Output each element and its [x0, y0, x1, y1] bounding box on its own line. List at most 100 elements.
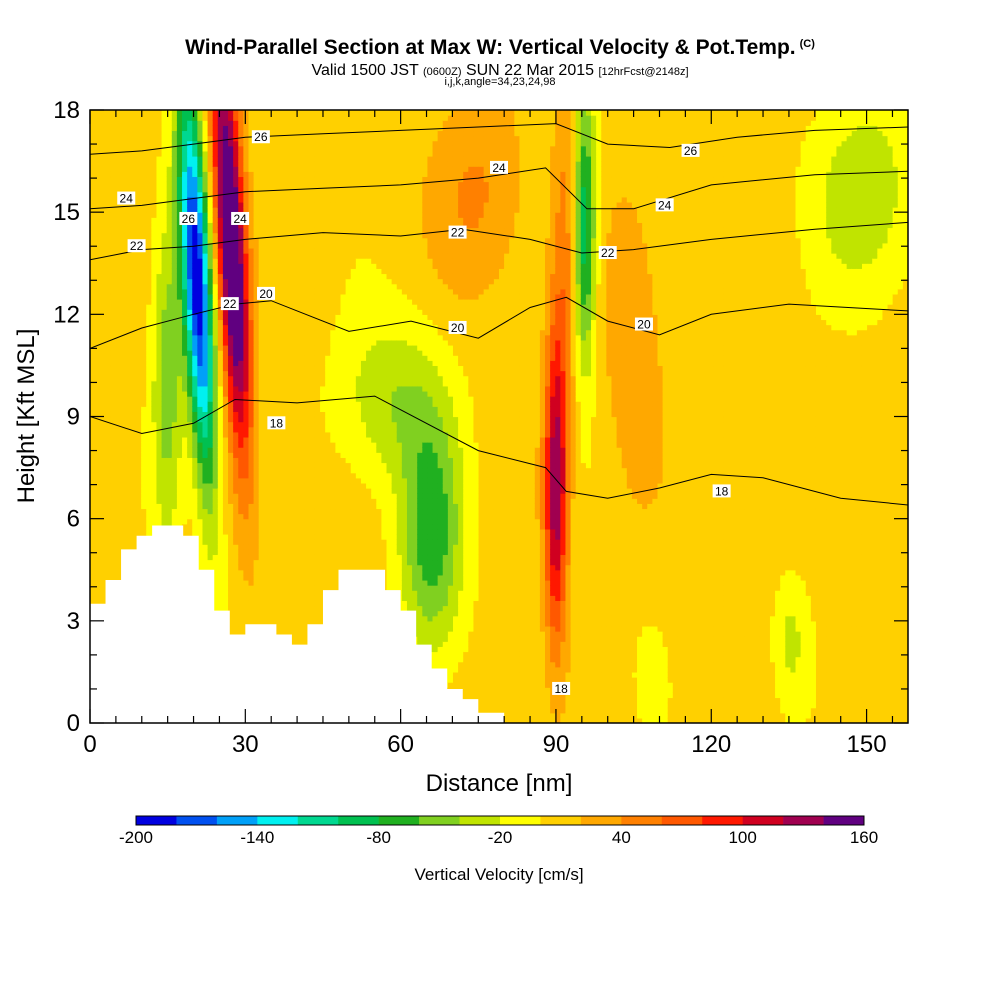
field-cell — [151, 416, 158, 423]
field-cell — [268, 278, 275, 285]
field-cell — [141, 334, 147, 341]
field-cell — [156, 304, 163, 310]
field-cell — [217, 283, 224, 290]
field-cell — [197, 115, 204, 121]
field-cell — [289, 590, 296, 596]
field-cell — [156, 140, 163, 147]
field-cell — [253, 375, 260, 382]
field-cell — [151, 350, 158, 356]
field-cell — [105, 273, 112, 280]
field-cell — [299, 539, 306, 545]
field-cell — [253, 554, 260, 561]
field-cell — [248, 115, 255, 121]
field-cell — [202, 513, 209, 520]
field-cell — [146, 482, 152, 489]
field-cell — [146, 135, 152, 142]
field-cell — [233, 344, 239, 351]
field-cell — [161, 125, 168, 132]
field-cell — [176, 467, 183, 474]
field-cell — [228, 544, 234, 550]
field-cell — [228, 467, 234, 474]
field-cell — [151, 380, 158, 387]
field-cell — [125, 201, 132, 208]
field-cell — [289, 355, 296, 361]
field-cell — [233, 355, 239, 361]
field-cell — [146, 263, 152, 269]
field-cell — [294, 350, 301, 356]
field-cell — [100, 155, 106, 162]
field-cell — [100, 528, 106, 535]
field-cell — [228, 237, 234, 244]
field-cell — [146, 196, 152, 203]
field-cell — [151, 375, 158, 382]
field-cell — [176, 140, 183, 147]
field-cell — [217, 110, 224, 116]
field-cell — [141, 406, 147, 412]
field-cell — [171, 472, 178, 479]
field-cell — [95, 247, 101, 254]
field-cell — [100, 390, 106, 397]
field-cell — [192, 421, 198, 428]
field-cell — [120, 523, 127, 530]
field-cell — [187, 181, 193, 188]
field-cell — [197, 365, 204, 372]
field-cell — [258, 191, 265, 198]
field-cell — [238, 344, 244, 351]
field-cell — [125, 222, 132, 229]
field-cell — [284, 237, 290, 244]
field-cell — [274, 503, 280, 510]
field-cell — [222, 360, 229, 367]
field-cell — [151, 518, 158, 525]
field-cell — [243, 145, 250, 152]
field-cell — [166, 467, 173, 474]
field-cell — [120, 406, 127, 412]
field-cell — [120, 140, 127, 147]
field-cell — [202, 564, 209, 571]
field-cell — [253, 421, 260, 428]
field-cell — [248, 595, 255, 601]
field-cell — [228, 380, 234, 387]
field-cell — [263, 125, 270, 132]
field-cell — [202, 436, 209, 443]
field-cell — [243, 585, 250, 591]
field-cell — [171, 477, 178, 484]
field-cell — [151, 293, 158, 300]
field-cell — [238, 161, 244, 167]
field-cell — [238, 186, 244, 193]
field-cell — [171, 488, 178, 494]
field-cell — [192, 355, 198, 361]
field-cell — [238, 610, 244, 617]
field-cell — [197, 288, 204, 295]
field-cell — [115, 222, 122, 229]
field-cell — [146, 508, 152, 515]
field-cell — [228, 135, 234, 142]
field-cell — [289, 508, 296, 515]
field-cell — [100, 263, 106, 269]
field-cell — [268, 115, 275, 121]
field-cell — [258, 350, 265, 356]
field-cell — [253, 406, 260, 412]
field-cell — [100, 370, 106, 377]
field-cell — [279, 237, 285, 244]
field-cell — [284, 355, 290, 361]
field-cell — [263, 365, 270, 372]
field-cell — [253, 273, 260, 280]
field-cell — [136, 503, 142, 510]
field-cell — [253, 615, 260, 622]
field-cell — [156, 396, 163, 402]
field-cell — [130, 181, 137, 188]
field-cell — [141, 329, 147, 336]
field-cell — [197, 145, 204, 152]
field-cell — [217, 263, 224, 269]
field-cell — [228, 344, 234, 351]
field-cell — [192, 462, 198, 469]
field-cell — [263, 513, 270, 520]
field-cell — [263, 585, 270, 591]
field-cell — [171, 436, 178, 443]
field-cell — [233, 191, 239, 198]
field-cell — [202, 263, 209, 269]
field-cell — [120, 380, 127, 387]
field-cell — [248, 304, 255, 310]
field-cell — [125, 299, 132, 305]
field-cell — [228, 212, 234, 218]
